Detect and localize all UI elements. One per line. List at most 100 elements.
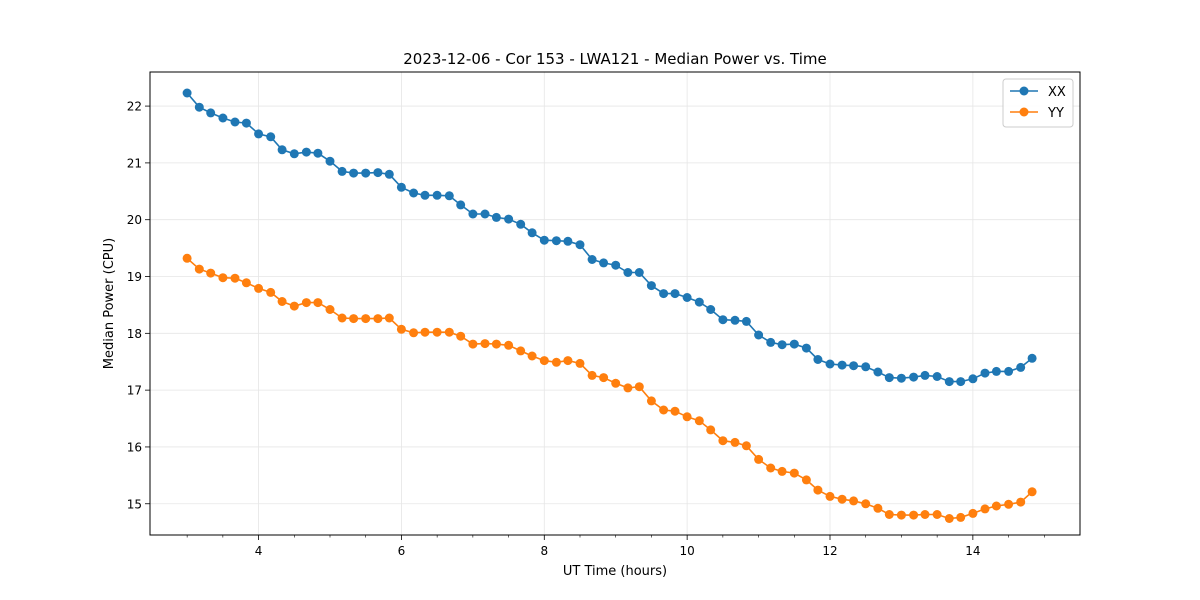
data-point-yy	[230, 273, 240, 283]
y-tick-label: 18	[127, 327, 142, 341]
data-point-xx	[384, 169, 394, 179]
data-point-yy	[861, 499, 871, 509]
x-axis: 4 6 8 10 12 14	[186, 535, 1045, 558]
data-point-xx	[861, 362, 871, 372]
data-point-yy	[218, 273, 228, 283]
data-point-yy	[480, 339, 490, 349]
data-point-xx	[944, 377, 954, 387]
data-point-yy	[194, 264, 204, 274]
data-point-xx	[896, 373, 906, 383]
data-point-xx	[254, 129, 264, 139]
data-point-xx	[659, 289, 669, 299]
y-axis: 15 16 17 18 19 20 21 22	[127, 100, 150, 511]
data-point-xx	[206, 108, 216, 118]
x-tick-label: 14	[965, 544, 980, 558]
data-point-xx	[849, 361, 859, 371]
data-point-xx	[623, 268, 633, 277]
y-tick-label: 16	[127, 440, 142, 454]
data-point-yy	[646, 396, 656, 406]
data-point-xx	[837, 360, 847, 370]
data-point-yy	[873, 503, 883, 513]
data-point-xx	[325, 156, 335, 166]
data-point-yy	[706, 425, 716, 435]
x-tick-label: 8	[540, 544, 548, 558]
data-point-xx	[516, 219, 526, 229]
plot-area-frame	[149, 71, 1081, 536]
data-point-yy	[754, 454, 764, 464]
data-point-yy	[289, 301, 299, 311]
data-point-xx	[599, 258, 609, 268]
y-tick-label: 15	[127, 497, 142, 511]
data-point-xx	[980, 368, 990, 378]
data-point-yy	[968, 508, 978, 518]
x-axis-label: UT Time (hours)	[563, 564, 667, 579]
data-point-yy	[730, 437, 740, 447]
data-point-xx	[766, 337, 776, 347]
data-point-xx	[289, 149, 299, 159]
data-point-xx	[777, 340, 787, 350]
y-tick-label: 17	[127, 384, 142, 398]
data-point-xx	[754, 330, 764, 340]
grid-lines	[150, 72, 1080, 535]
data-point-yy	[396, 324, 406, 334]
data-point-xx	[825, 359, 835, 369]
data-point-yy	[456, 331, 466, 341]
data-point-xx	[801, 343, 811, 353]
data-point-yy	[527, 351, 537, 361]
x-tick-label: 10	[680, 544, 695, 558]
data-point-yy	[491, 339, 501, 349]
data-point-yy	[849, 496, 859, 506]
data-point-xx	[884, 373, 894, 383]
data-point-yy	[623, 383, 633, 393]
data-point-xx	[646, 281, 656, 291]
data-point-yy	[909, 510, 919, 520]
y-tick-label: 20	[127, 213, 142, 227]
data-point-yy	[825, 491, 835, 501]
data-point-xx	[1004, 366, 1014, 376]
data-point-xx	[420, 190, 430, 200]
data-point-yy	[301, 298, 311, 308]
data-point-xx	[991, 366, 1001, 376]
data-point-xx	[349, 168, 359, 178]
data-point-xx	[491, 212, 501, 222]
data-point-xx	[718, 315, 728, 325]
data-point-xx	[396, 182, 406, 192]
x-tick-label: 6	[398, 544, 406, 558]
data-point-xx	[706, 305, 716, 314]
data-point-yy	[813, 485, 823, 495]
data-point-xx	[694, 297, 704, 307]
data-point-xx	[920, 370, 930, 380]
data-point-xx	[182, 88, 192, 98]
series-layer	[182, 88, 1037, 523]
data-point-xx	[587, 255, 597, 264]
data-point-yy	[932, 510, 942, 519]
data-point-xx	[337, 166, 347, 176]
x-tick-label: 4	[255, 544, 263, 558]
data-point-yy	[444, 327, 454, 337]
data-point-yy	[277, 297, 287, 306]
data-point-xx	[468, 209, 478, 219]
data-point-yy	[766, 463, 776, 473]
data-point-xx	[456, 200, 466, 210]
data-point-xx	[361, 168, 371, 178]
data-point-yy	[409, 328, 419, 338]
y-tick-label: 22	[127, 100, 142, 114]
data-point-yy	[694, 416, 704, 426]
data-point-yy	[1027, 487, 1037, 497]
data-point-yy	[504, 340, 514, 350]
data-point-xx	[194, 102, 204, 112]
data-point-yy	[516, 346, 526, 356]
data-point-yy	[659, 405, 669, 415]
data-point-xx	[932, 372, 942, 381]
x-tick-label: 12	[822, 544, 837, 558]
data-point-xx	[301, 147, 311, 157]
legend: XX YY	[1002, 78, 1074, 128]
legend-xx-marker	[1019, 86, 1029, 96]
y-axis-label: Median Power (CPU)	[102, 238, 117, 369]
data-point-yy	[884, 510, 894, 519]
data-point-xx	[241, 118, 251, 128]
data-point-xx	[277, 145, 287, 155]
data-point-yy	[349, 314, 359, 324]
data-point-yy	[420, 327, 430, 337]
